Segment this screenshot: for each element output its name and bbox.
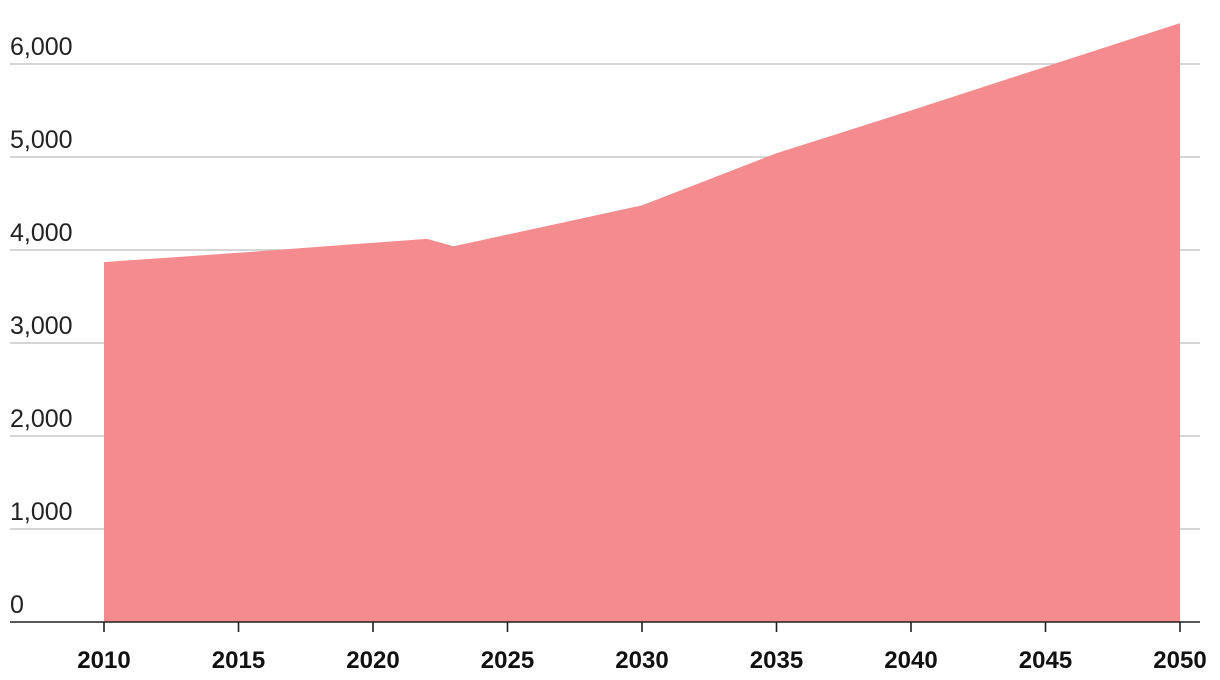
- x-tick-label: 2035: [750, 647, 803, 674]
- x-axis-labels: 2010 2015 2020 2025 2030 2035 2040 2045 2050: [77, 647, 1206, 674]
- x-tick-label: 2020: [346, 647, 399, 674]
- y-tick-label: 5,000: [10, 126, 73, 154]
- x-tick-label: 2010: [77, 647, 130, 674]
- x-tick-label: 2025: [481, 647, 534, 674]
- area-series: [104, 23, 1180, 622]
- y-tick-label: 2,000: [10, 405, 73, 433]
- x-tick-label: 2050: [1153, 647, 1206, 674]
- y-tick-label: 0: [10, 591, 24, 619]
- y-axis-labels: 0 1,000 2,000 3,000 4,000 5,000 6,000: [10, 33, 73, 619]
- x-tick-label: 2030: [615, 647, 668, 674]
- y-tick-label: 1,000: [10, 498, 73, 526]
- y-tick-label: 3,000: [10, 312, 73, 340]
- x-axis: [10, 621, 1200, 632]
- area-fill-value: [104, 23, 1180, 622]
- x-tick-label: 2045: [1019, 647, 1072, 674]
- x-tick-label: 2040: [884, 647, 937, 674]
- y-tick-label: 6,000: [10, 33, 73, 61]
- x-tick-label: 2015: [212, 647, 265, 674]
- y-tick-label: 4,000: [10, 219, 73, 247]
